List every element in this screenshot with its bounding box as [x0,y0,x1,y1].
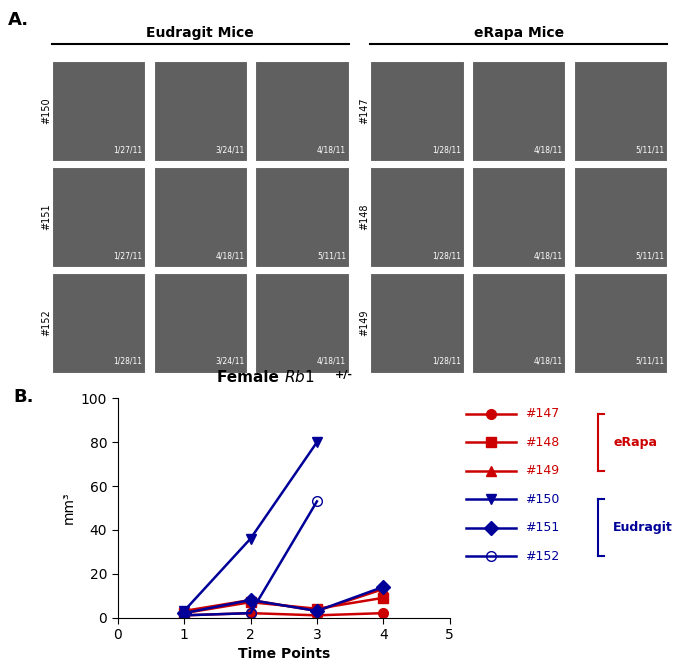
Line: #147: #147 [179,608,388,620]
Text: 4/18/11: 4/18/11 [317,145,346,154]
Text: eRapa: eRapa [613,436,657,449]
#149 [313,607,321,615]
Bar [370,167,464,267]
Line: #150: #150 [179,438,322,616]
Text: Eudragit Mice: Eudragit Mice [147,26,254,40]
Line: #148: #148 [179,593,388,618]
Text: #149: #149 [525,464,559,477]
Text: 1/27/11: 1/27/11 [113,145,143,154]
Bar [52,167,145,267]
Text: #152: #152 [525,550,559,562]
Text: A.: A. [8,11,30,29]
Bar [472,60,565,161]
Text: 4/18/11: 4/18/11 [534,357,563,366]
Text: 3/24/11: 3/24/11 [215,357,244,366]
Line: #152: #152 [179,497,322,620]
Bar [370,272,464,373]
#151 [180,609,188,617]
#147 [313,612,321,620]
Bar [255,272,349,373]
Y-axis label: mm³: mm³ [62,491,75,525]
Text: #147: #147 [525,407,559,420]
Bar [574,167,667,267]
Line: #149: #149 [179,584,388,616]
Text: 4/18/11: 4/18/11 [215,251,244,260]
#152 [180,612,188,620]
Text: #148: #148 [360,203,370,230]
#148 [180,609,188,617]
#148 [313,605,321,613]
Text: #150: #150 [42,98,51,124]
Text: #150: #150 [525,493,560,506]
Bar [370,60,464,161]
#147 [180,612,188,620]
Text: #151: #151 [525,521,559,534]
Text: $\mathbf{\it{Rb1}}$: $\mathbf{\it{Rb1}}$ [284,369,314,385]
Bar [154,60,247,161]
#151 [246,596,255,604]
Bar [52,60,145,161]
Bar [472,272,565,373]
#149 [379,585,388,593]
Text: B.: B. [14,388,35,406]
Bar [255,167,349,267]
X-axis label: Time Points: Time Points [237,647,330,661]
Bar [52,272,145,373]
Text: 4/18/11: 4/18/11 [534,145,563,154]
#147 [379,609,388,617]
#150 [246,535,255,542]
#150 [180,607,188,615]
#152 [313,497,321,505]
Text: #148: #148 [525,436,559,449]
Bar [154,272,247,373]
Text: #149: #149 [360,309,370,336]
Text: #147: #147 [360,98,370,124]
Text: 5/11/11: 5/11/11 [317,251,346,260]
#149 [246,596,255,604]
Text: #152: #152 [42,309,51,336]
Text: 5/11/11: 5/11/11 [635,145,664,154]
Text: Female: Female [217,371,284,385]
Text: 1/28/11: 1/28/11 [432,145,461,154]
#148 [246,598,255,606]
Bar [255,60,349,161]
Bar [574,60,667,161]
#151 [379,583,388,591]
Text: 1/28/11: 1/28/11 [432,251,461,260]
#152 [246,609,255,617]
Text: 5/11/11: 5/11/11 [635,357,664,366]
Text: #151: #151 [42,203,51,230]
Bar [574,272,667,373]
Text: eRapa Mice: eRapa Mice [473,26,564,40]
#150 [313,438,321,446]
Text: Eudragit: Eudragit [613,521,673,534]
Text: +/-: +/- [335,370,353,380]
Text: 4/18/11: 4/18/11 [317,357,346,366]
#149 [180,607,188,615]
Text: 1/28/11: 1/28/11 [432,357,461,366]
Text: 1/27/11: 1/27/11 [113,251,143,260]
Text: 5/11/11: 5/11/11 [635,251,664,260]
#151 [313,607,321,615]
#148 [379,594,388,602]
#147 [246,609,255,617]
Text: 4/18/11: 4/18/11 [534,251,563,260]
Bar [154,167,247,267]
Text: 3/24/11: 3/24/11 [215,145,244,154]
Text: 1/28/11: 1/28/11 [113,357,143,366]
Bar [472,167,565,267]
Line: #151: #151 [179,582,388,618]
